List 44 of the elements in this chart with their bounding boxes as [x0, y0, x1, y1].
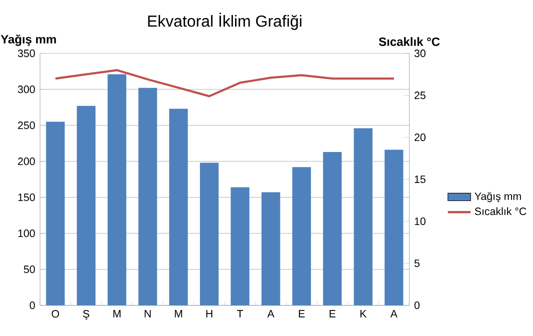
y-tick-label: 300	[18, 86, 35, 94]
bar	[200, 162, 219, 306]
y2-tick-label: 25	[414, 92, 426, 100]
x-tick-label: E	[330, 310, 336, 318]
y2-tick-label: 15	[414, 176, 426, 184]
bar	[262, 192, 280, 306]
bar	[76, 106, 96, 306]
bar	[138, 88, 158, 306]
bar	[169, 108, 188, 306]
bar	[384, 150, 404, 306]
y-tick-label: 100	[18, 230, 35, 238]
bar	[230, 187, 250, 306]
x-tick-label: H	[206, 310, 212, 318]
y-tick-label: 150	[18, 194, 35, 202]
x-tick-label: T	[237, 310, 244, 318]
y2-tick-label: 30	[414, 50, 426, 58]
x-tick-label: N	[144, 310, 151, 318]
legend-label: Yağış mm	[474, 192, 521, 202]
x-tick-label: K	[360, 310, 367, 318]
bar	[292, 167, 311, 306]
x-tick-label: O	[52, 310, 60, 318]
bar	[108, 74, 126, 306]
legend-label: Sıcaklık °C	[474, 207, 526, 216]
x-tick-label: M	[113, 310, 121, 318]
y2-tick-label: 10	[414, 218, 426, 226]
y-tick-label: 350	[18, 50, 35, 58]
x-tick-label: M	[174, 310, 182, 318]
y-tick-label: 0	[30, 302, 35, 310]
x-tick-label: A	[390, 310, 398, 318]
y-axis-title: Yağış mm	[0, 34, 56, 46]
y-tick-label: 200	[18, 158, 35, 166]
x-tick-label: E	[298, 310, 305, 318]
x-tick-label: A	[267, 310, 274, 318]
y-tick-label: 50	[24, 266, 35, 274]
chart-title: Ekvatoral İklim Grafiği	[148, 12, 302, 30]
bar	[323, 152, 342, 306]
y2-tick-label: 20	[414, 134, 426, 142]
y2-axis-title: Sıcaklık °C	[378, 37, 440, 46]
x-tick-label: Ş	[83, 310, 90, 320]
y-tick-label: 250	[18, 122, 35, 130]
bar	[46, 122, 65, 306]
y2-tick-label: 0	[414, 302, 420, 310]
bar	[354, 128, 372, 306]
y2-tick-label: 5	[414, 260, 420, 268]
